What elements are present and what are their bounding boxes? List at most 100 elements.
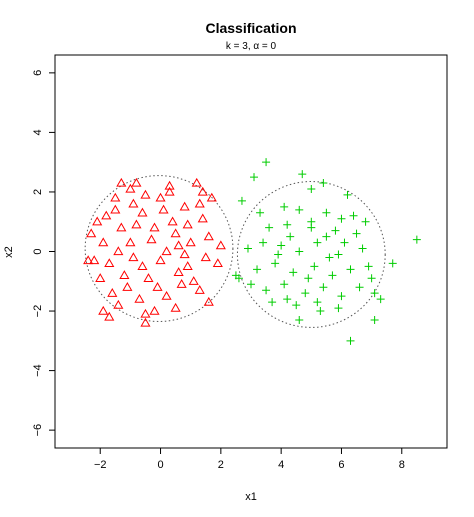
triangle-point	[179, 201, 190, 211]
chart-title: Classification	[205, 20, 296, 36]
triangle-point	[116, 222, 127, 232]
plus-point	[364, 262, 373, 271]
plus-point	[340, 238, 349, 247]
plus-point	[388, 259, 397, 268]
plus-point	[349, 211, 358, 220]
plus-point	[343, 190, 352, 199]
plus-point	[286, 232, 295, 241]
plus-point	[355, 283, 364, 292]
triangle-point	[140, 308, 151, 318]
boundary-circle	[236, 181, 386, 328]
y-tick-label: 4	[32, 129, 44, 135]
plus-point	[322, 232, 331, 241]
triangle-point	[101, 210, 112, 220]
x-tick-label: 8	[399, 459, 405, 471]
plus-point	[367, 274, 376, 283]
triangle-point	[215, 240, 226, 250]
triangle-point	[89, 255, 100, 265]
plus-point	[319, 179, 328, 188]
data-points	[83, 158, 421, 345]
plus-point	[247, 280, 255, 289]
triangle-point	[113, 246, 124, 256]
plus-point	[376, 295, 385, 304]
x-tick-label: 2	[218, 459, 224, 471]
triangle-point	[200, 252, 211, 262]
plus-point	[280, 280, 289, 289]
triangle-point	[155, 192, 166, 202]
plus-point	[307, 184, 316, 193]
plus-point	[319, 283, 328, 292]
triangle-point	[203, 296, 214, 306]
triangle-point	[119, 270, 130, 279]
triangle-point	[122, 282, 133, 291]
triangle-point	[131, 177, 142, 187]
triangle-point	[173, 240, 184, 250]
x-tick-label: −2	[94, 459, 107, 471]
triangle-point	[206, 192, 217, 202]
plus-point	[313, 238, 322, 247]
triangle-point	[107, 287, 118, 297]
plus-point	[274, 250, 283, 259]
plus-point	[313, 298, 322, 307]
plus-point	[280, 202, 289, 211]
plus-point	[358, 244, 367, 253]
triangle-point	[140, 317, 151, 327]
triangle-point	[212, 258, 223, 268]
y-axis: −6 −4 −2 0 2 4 6	[32, 70, 55, 436]
plus-point	[370, 289, 379, 298]
y-axis-label: x2	[3, 246, 15, 258]
triangle-point	[128, 198, 139, 208]
triangle-point	[116, 177, 127, 187]
x-tick-label: 6	[338, 459, 344, 471]
triangle-point	[86, 228, 97, 238]
triangle-point	[197, 213, 208, 223]
plus-point	[322, 208, 331, 217]
triangle-point	[95, 273, 106, 282]
triangle-point	[110, 204, 121, 214]
plus-point	[412, 235, 421, 244]
plus-point	[301, 289, 310, 298]
x-axis-label: x1	[245, 491, 257, 503]
triangle-point	[182, 261, 193, 271]
triangle-point	[152, 282, 163, 291]
plus-point	[250, 173, 259, 182]
y-tick-label: −2	[32, 305, 44, 318]
plus-point	[256, 208, 265, 217]
plus-point	[259, 238, 268, 247]
triangle-point	[98, 237, 109, 247]
plus-point	[283, 295, 292, 304]
plus-point	[361, 217, 370, 226]
triangle-point	[170, 228, 181, 238]
triangle-point	[137, 207, 148, 217]
plus-point	[295, 315, 304, 324]
x-tick-label: 4	[278, 459, 284, 471]
triangle-point	[197, 186, 208, 196]
triangle-point	[161, 290, 172, 300]
plus-point	[268, 298, 277, 307]
triangle-point	[137, 261, 148, 271]
chart-subtitle: k = 3, α = 0	[226, 41, 277, 52]
plus-point	[283, 220, 292, 229]
triangle-point	[98, 305, 109, 315]
plus-point	[370, 315, 379, 324]
plus-point	[346, 336, 355, 345]
triangle-point	[140, 189, 151, 199]
plus-point	[243, 244, 252, 253]
triangle-point	[143, 273, 154, 282]
triangle-point	[158, 204, 169, 214]
triangle-point	[161, 246, 172, 256]
triangle-point	[164, 186, 175, 196]
x-axis: −2 0 2 4 6 8	[94, 448, 405, 471]
plus-point	[316, 307, 325, 316]
plus-point	[337, 214, 346, 223]
plus-point	[337, 292, 346, 301]
triangle-point	[104, 311, 115, 321]
triangle-point	[131, 219, 142, 229]
y-tick-label: −4	[32, 364, 44, 377]
plus-point	[328, 271, 337, 280]
triangle-point	[179, 249, 190, 259]
triangle-point	[176, 279, 187, 288]
triangle-point	[173, 267, 184, 276]
